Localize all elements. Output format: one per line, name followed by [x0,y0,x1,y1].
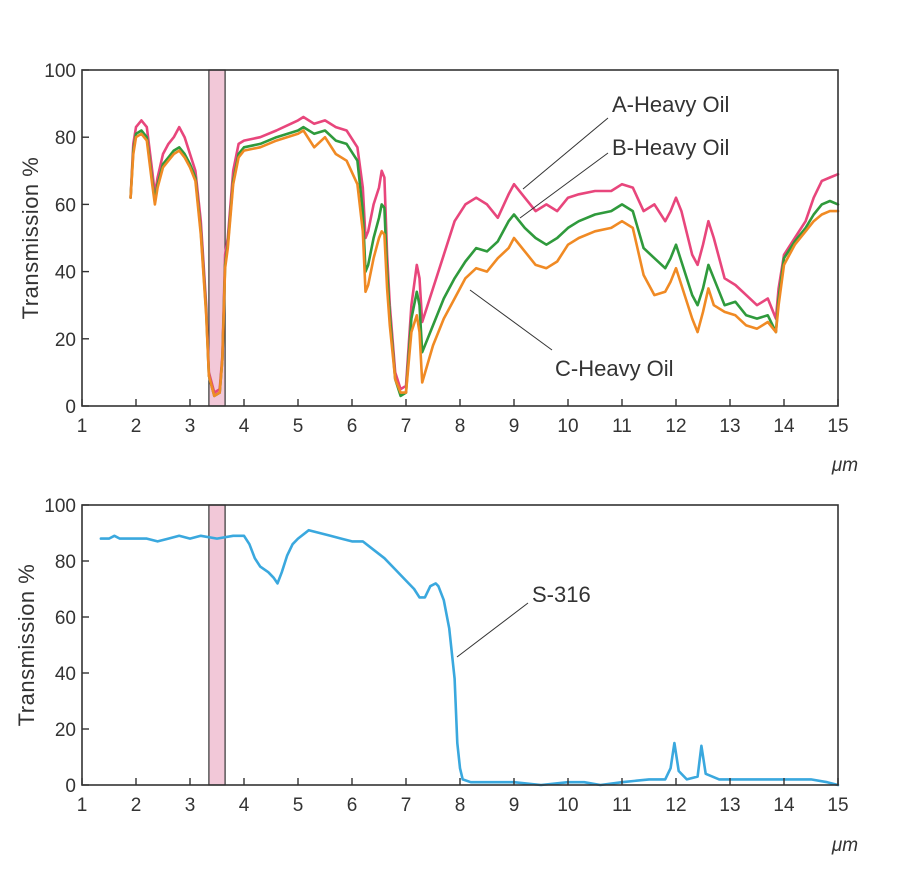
chart-bottom-xtick-label: 7 [401,795,412,816]
label-a-heavy-oil: A-Heavy Oil [612,92,729,117]
chart-top-ytick-label: 80 [55,128,76,149]
chart-top-xlabel: μm [831,455,858,476]
chart-top-xtick-label: 10 [557,416,578,437]
chart-bottom-xtick-label: 12 [665,795,686,816]
chart-bottom-xtick-label: 14 [773,795,795,816]
chart-bottom-xlabel: μm [831,835,858,856]
chart-top-xtick-label: 4 [239,416,250,437]
chart-bottom-ytick-label: 20 [55,720,76,741]
chart-bottom-ytick-label: 100 [44,496,76,517]
chart-bottom-xtick-label: 8 [455,795,466,816]
chart-top-ytick-label: 20 [55,330,76,351]
chart-top-xtick-label: 12 [665,416,686,437]
chart-bottom-xtick-label: 5 [293,795,304,816]
chart-top-xtick-label: 1 [77,416,88,437]
chart-bottom-xtick-label: 2 [131,795,142,816]
chart-bottom-band [208,504,226,786]
chart-bottom-xtick-label: 1 [77,795,88,816]
chart-bottom-xtick-label: 4 [239,795,250,816]
chart-bottom-xtick-label: 10 [557,795,578,816]
chart-bottom-ytick-label: 0 [65,776,76,797]
chart-bottom-xtick-label: 3 [185,795,196,816]
chart-bottom-xtick-label: 6 [347,795,358,816]
chart-top-xtick-label: 11 [612,416,632,437]
leader-c-heavy-oil [469,289,553,351]
chart-top-ytick-label: 100 [44,61,76,82]
chart-top-xtick-label: 8 [455,416,466,437]
chart-top-xtick-label: 5 [293,416,304,437]
leader-s-316 [456,602,529,658]
chart-top-xtick-label: 15 [827,416,848,437]
chart-top-ytick-label: 40 [55,263,76,284]
label-s-316: S-316 [532,582,591,607]
series-line-c-heavy-oil [129,129,840,398]
chart-bottom-xtick-label: 13 [719,795,740,816]
chart-top-xtick-label: 14 [773,416,795,437]
label-c-heavy-oil: C-Heavy Oil [555,356,674,381]
chart-bottom-ytick-label: 80 [55,552,76,573]
chart-bottom-highlight-band [208,504,226,786]
chart-bottom-ytick-label: 40 [55,664,76,685]
chart-bottom-xtick-label: 11 [612,795,632,816]
chart-top-xtick-label: 9 [509,416,520,437]
chart-bottom-ylabel: Transmission % [14,564,39,727]
chart-top-frame [81,69,839,407]
chart-bottom-frame [81,504,839,786]
chart-bottom-annotations: S-316 [456,582,591,658]
chart-bottom-xtick-label: 9 [509,795,520,816]
chart-top-annotations: A-Heavy Oil B-Heavy Oil C-Heavy Oil [469,92,729,381]
chart-bottom-plot [99,528,840,787]
chart-top-xtick-label: 13 [719,416,740,437]
chart-top-ytick-label: 0 [65,397,76,418]
chart-top-ylabel: Transmission % [18,157,43,320]
series-line-s-316 [99,528,840,787]
leader-b-heavy-oil [519,152,609,219]
leader-a-heavy-oil [522,117,609,190]
chart-bottom-ytick-label: 60 [55,608,76,629]
chart-top-plot [129,115,840,398]
label-b-heavy-oil: B-Heavy Oil [612,135,729,160]
chart-top-xtick-label: 2 [131,416,142,437]
chart-top-xtick-label: 7 [401,416,412,437]
chart-top-xtick-label: 6 [347,416,358,437]
chart-top-xtick-label: 3 [185,416,196,437]
chart-top-ytick-label: 60 [55,195,76,216]
chart-bottom-xtick-label: 15 [827,795,848,816]
